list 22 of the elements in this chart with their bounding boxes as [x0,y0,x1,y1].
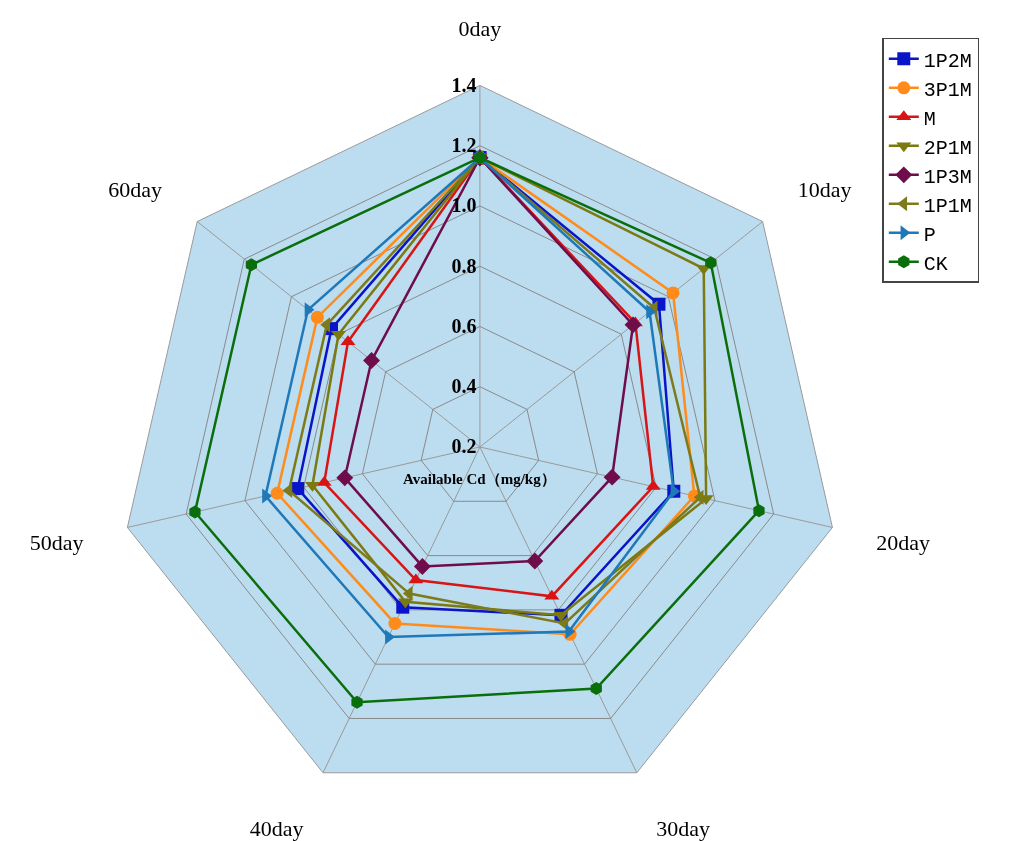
y-tick-label: 1.4 [451,73,477,96]
legend-label: 3P1M [923,78,972,102]
y-tick-label: 1.2 [451,134,477,157]
legend-label: M [923,107,936,131]
spoke-label: 40day [249,816,304,841]
spoke-label: 10day [797,176,852,202]
text: Available Cd（mg/kg） [403,471,556,487]
spoke-label: 30day [656,816,711,841]
y-tick-label: 0.6 [451,314,477,337]
legend-label: 2P1M [923,136,972,160]
spoke-label: 60day [108,176,163,202]
y-tick-label: 0.2 [451,435,477,458]
legend-label: 1P1M [923,194,972,218]
legend-label: 1P2M [923,49,972,73]
y-tick-label: 0.8 [451,254,477,277]
legend-label: P [923,223,936,247]
y-tick-label: 0.4 [451,375,477,398]
legend-label: 1P3M [923,165,972,189]
spoke-label: 20day [876,529,930,555]
spoke-label: 50day [29,529,84,555]
spoke-label: 0day [458,16,502,42]
legend-label: CK [923,252,948,276]
